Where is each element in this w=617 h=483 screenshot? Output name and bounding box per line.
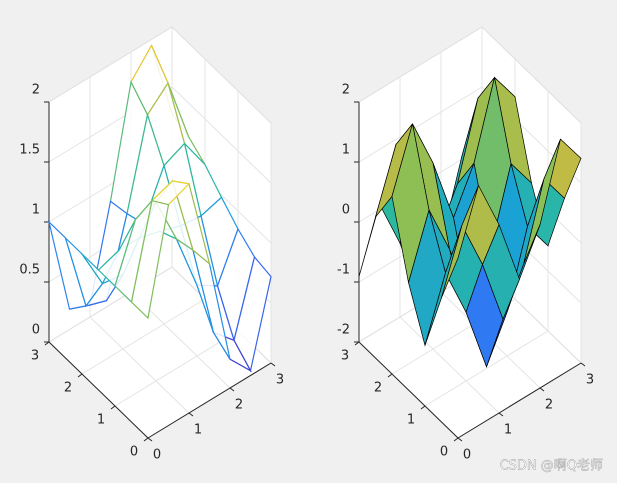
grid-line [89, 316, 190, 414]
tick-mark [498, 412, 504, 417]
axis-line [147, 362, 272, 439]
x-tick-label: 1 [194, 423, 202, 438]
surface-facet [441, 185, 479, 298]
tick-mark [457, 437, 463, 442]
grid-line [358, 26, 483, 103]
grid-line [114, 330, 239, 407]
y-tick-label: 3 [341, 349, 349, 364]
grid-line [171, 86, 272, 184]
z-tick-label: -1 [337, 263, 350, 278]
tick-mark [77, 373, 83, 378]
tick-mark [229, 387, 235, 392]
axis-line [358, 341, 459, 439]
z-tick-label: -2 [337, 323, 350, 338]
tick-mark [188, 412, 194, 417]
z-tick-label: 1 [342, 143, 350, 158]
z-tick-label: 2 [342, 83, 350, 98]
x-tick-label: 3 [586, 373, 594, 388]
grid-line [424, 330, 549, 407]
z-tick-label: 2 [32, 83, 40, 98]
y-tick-label: 1 [97, 413, 105, 428]
x-tick-label: 0 [153, 448, 161, 463]
grid-line [481, 26, 582, 124]
tick-mark [453, 437, 459, 442]
tick-mark [420, 405, 426, 410]
watermark: CSDN @啊Q老师 [500, 459, 603, 474]
tick-mark [110, 405, 116, 410]
y-tick-label: 2 [64, 381, 72, 396]
y-tick-label: 2 [374, 381, 382, 396]
x-tick-label: 0 [463, 448, 471, 463]
x-tick-label: 3 [276, 373, 284, 388]
x-tick-label: 2 [235, 398, 243, 413]
z-tick-label: 1.5 [19, 143, 40, 158]
mesh-facet [130, 199, 170, 320]
tick-mark [580, 362, 586, 367]
x-tick-label: 2 [545, 398, 553, 413]
z-tick-label: 0.5 [19, 263, 40, 278]
z-tick-label: 1 [32, 203, 40, 218]
tick-mark [539, 387, 545, 392]
x-tick-label: 1 [504, 423, 512, 438]
grid-line [81, 298, 206, 375]
grid-line [358, 86, 483, 163]
axis-line [457, 362, 582, 439]
z-tick-label: 0 [342, 203, 350, 218]
y-tick-label: 0 [130, 445, 138, 460]
tick-mark [387, 373, 393, 378]
surface [47, 44, 272, 373]
y-tick-label: 3 [31, 349, 39, 364]
grid-line [399, 316, 500, 414]
axis-line [48, 341, 149, 439]
z-tick-label: 0 [32, 323, 40, 338]
tick-mark [147, 437, 153, 442]
grid-line [48, 26, 173, 103]
surface [358, 76, 582, 368]
y-tick-label: 0 [440, 445, 448, 460]
y-tick-label: 1 [407, 413, 415, 428]
grid-line [171, 26, 272, 124]
tick-mark [270, 362, 276, 367]
tick-mark [143, 437, 149, 442]
